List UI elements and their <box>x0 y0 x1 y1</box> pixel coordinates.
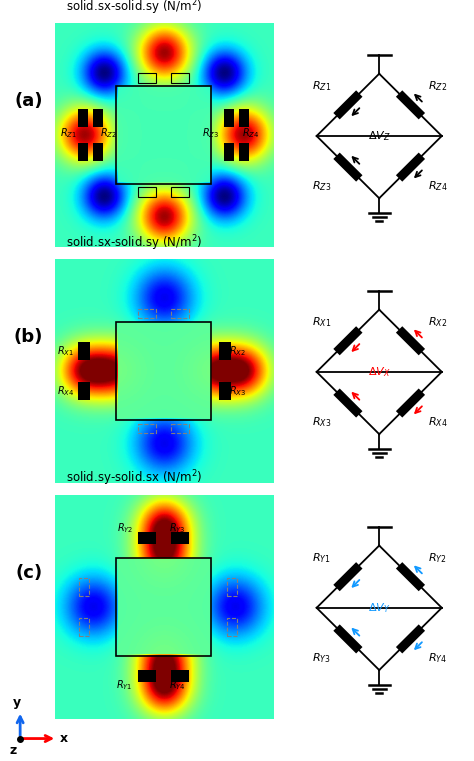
Bar <box>116 86 211 184</box>
Bar <box>239 110 248 127</box>
Bar <box>219 342 230 360</box>
Text: solid.sx-solid.sy (N/m$^2$): solid.sx-solid.sy (N/m$^2$) <box>66 233 202 253</box>
Text: x: x <box>60 732 68 745</box>
Text: $R_{Y1}$: $R_{Y1}$ <box>312 551 331 565</box>
Text: $R_{Y4}$: $R_{Y4}$ <box>169 679 186 693</box>
Bar <box>239 143 248 161</box>
Text: $R_{Z2}$: $R_{Z2}$ <box>100 126 117 140</box>
Bar <box>224 143 234 161</box>
Bar <box>138 309 156 318</box>
Bar <box>93 110 103 127</box>
Text: $R_{Y3}$: $R_{Y3}$ <box>312 651 331 664</box>
Text: $R_{X4}$: $R_{X4}$ <box>428 415 447 428</box>
Bar <box>78 382 90 400</box>
Bar <box>171 532 189 544</box>
Bar <box>79 110 88 127</box>
Text: $R_{Z4}$: $R_{Z4}$ <box>242 126 259 140</box>
Bar <box>171 424 189 433</box>
Text: $R_{Y2}$: $R_{Y2}$ <box>428 551 446 565</box>
Bar <box>79 618 89 636</box>
Text: $R_{Y4}$: $R_{Y4}$ <box>428 651 447 664</box>
Bar <box>224 110 234 127</box>
Bar <box>93 143 103 161</box>
Text: z: z <box>9 744 17 757</box>
Bar <box>138 187 156 197</box>
Bar <box>116 322 211 420</box>
Text: solid.sy-solid.sx (N/m$^2$): solid.sy-solid.sx (N/m$^2$) <box>66 469 202 489</box>
Bar <box>171 670 189 682</box>
Bar <box>138 73 156 83</box>
Text: $R_{Y3}$: $R_{Y3}$ <box>169 521 186 535</box>
Bar <box>78 342 90 360</box>
Text: y: y <box>13 696 21 708</box>
Text: $\Delta V_{X}$: $\Delta V_{X}$ <box>368 365 391 379</box>
Text: $R_{X2}$: $R_{X2}$ <box>428 315 447 329</box>
Text: $R_{Y2}$: $R_{Y2}$ <box>117 521 133 535</box>
Text: $R_{Z2}$: $R_{Z2}$ <box>428 79 447 93</box>
Bar <box>138 424 156 433</box>
Bar <box>171 187 189 197</box>
Text: $R_{X4}$: $R_{X4}$ <box>57 384 74 398</box>
Bar <box>219 382 230 400</box>
Text: $\Delta V_{Z}$: $\Delta V_{Z}$ <box>368 129 391 143</box>
Text: $R_{X1}$: $R_{X1}$ <box>311 315 331 329</box>
Text: $R_{X1}$: $R_{X1}$ <box>57 344 74 358</box>
Bar <box>228 578 237 596</box>
Bar <box>171 73 189 83</box>
Text: $R_{Z4}$: $R_{Z4}$ <box>428 179 447 193</box>
Text: $R_{Z1}$: $R_{Z1}$ <box>60 126 77 140</box>
Text: $\Delta V_{Y}$: $\Delta V_{Y}$ <box>368 601 391 615</box>
Text: $R_{Y1}$: $R_{Y1}$ <box>117 679 133 693</box>
Text: $R_{X2}$: $R_{X2}$ <box>229 344 246 358</box>
Text: $R_{Z1}$: $R_{Z1}$ <box>311 79 331 93</box>
Text: $R_{X3}$: $R_{X3}$ <box>311 415 331 428</box>
Bar <box>79 578 89 596</box>
Text: (c): (c) <box>16 564 43 582</box>
Bar <box>228 618 237 636</box>
Bar <box>138 532 156 544</box>
Text: (a): (a) <box>14 92 43 110</box>
Text: $R_{X3}$: $R_{X3}$ <box>229 384 246 398</box>
Bar <box>116 558 211 656</box>
Text: $R_{Z3}$: $R_{Z3}$ <box>202 126 219 140</box>
Text: (b): (b) <box>13 328 43 346</box>
Bar <box>171 309 189 318</box>
Bar <box>79 143 88 161</box>
Text: $R_{Z3}$: $R_{Z3}$ <box>311 179 331 193</box>
Bar <box>138 670 156 682</box>
Text: solid.sx-solid.sy (N/m$^2$): solid.sx-solid.sy (N/m$^2$) <box>66 0 202 17</box>
